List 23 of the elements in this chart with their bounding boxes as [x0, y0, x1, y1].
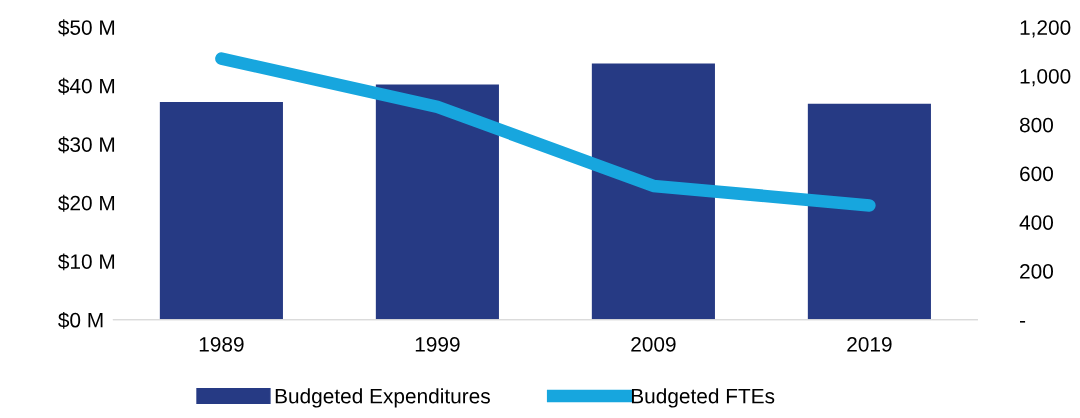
y-tick-label: $30 M — [58, 136, 115, 154]
legend-label: Budgeted FTEs — [631, 388, 775, 408]
bar — [159, 102, 283, 320]
x-tick-label: 1989 — [199, 336, 244, 352]
y-tick-label: $40 M — [58, 77, 115, 95]
y2-tick-label: 400 — [1019, 215, 1054, 230]
y2-tick-label: 800 — [1019, 117, 1054, 133]
bar — [375, 84, 499, 320]
y2-tick-label: 600 — [1020, 166, 1054, 182]
y2-tick-label: 1,200 — [1020, 20, 1071, 38]
y-tick-label: $50 M — [58, 19, 115, 37]
bar — [591, 63, 715, 320]
bar — [807, 103, 931, 320]
x-tick-label: 2019 — [847, 336, 892, 352]
x-tick-label: 1999 — [415, 336, 460, 352]
x-tick-label: 2009 — [631, 336, 676, 352]
y2-tick-label: - — [1019, 320, 1026, 323]
y-tick-label: $10 M — [58, 253, 115, 271]
y2-tick-label: 1,000 — [1020, 68, 1071, 87]
y-tick-label: $20 M — [58, 194, 115, 212]
y-tick-label: $0 M — [58, 311, 103, 329]
y2-tick-label: 200 — [1020, 264, 1054, 279]
legend-label: Budgeted Expenditures — [275, 388, 490, 408]
